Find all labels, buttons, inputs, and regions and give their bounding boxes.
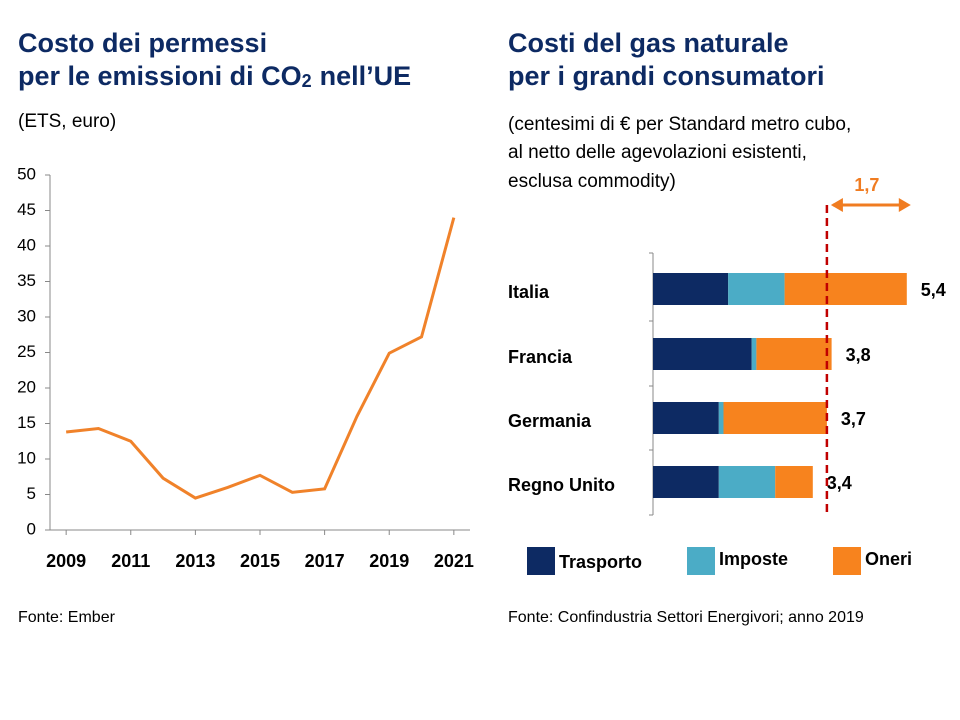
- bar-segment: [653, 273, 729, 305]
- y-tick-label: 20: [17, 377, 36, 396]
- y-tick-label: 50: [17, 164, 36, 183]
- bar-segment: [784, 273, 907, 305]
- y-tick-label: 35: [17, 271, 36, 290]
- x-tick-label: 2021: [434, 551, 474, 571]
- bar-segment: [751, 338, 757, 370]
- bar-segment: [723, 402, 827, 434]
- title-part: nell’UE: [320, 61, 412, 91]
- title-line: Costo dei permessi: [18, 28, 267, 58]
- y-tick-label: 5: [27, 484, 36, 503]
- x-tick-label: 2011: [111, 551, 150, 571]
- category-label: Regno Unito: [508, 475, 615, 495]
- x-tick-label: 2019: [369, 551, 409, 571]
- bar-segment: [653, 402, 719, 434]
- legend-label: Trasporto: [559, 552, 642, 572]
- legend-label: Oneri: [865, 549, 912, 569]
- line: [65, 217, 456, 500]
- y-tick-label: 25: [17, 342, 36, 361]
- legend-swatch: [687, 547, 715, 575]
- legend-label: Imposte: [719, 549, 788, 569]
- subtitle: esclusa commodity): [508, 171, 676, 192]
- category-label: Germania: [508, 411, 592, 431]
- y-tick-label: 10: [17, 448, 36, 467]
- arrow-head: [830, 198, 843, 212]
- bar-segment: [775, 466, 813, 498]
- total-label: 5,4: [921, 280, 946, 300]
- subtitle: (centesimi di € per Standard metro cubo,: [508, 114, 851, 135]
- source: Fonte: Confindustria Settori Energivori;…: [508, 609, 864, 626]
- y-tick-label: 30: [17, 306, 36, 325]
- title-line: Costi del gas naturale: [508, 28, 789, 58]
- x-tick-label: 2015: [240, 551, 280, 571]
- bar-segment: [718, 402, 724, 434]
- y-tick-label: 15: [17, 413, 36, 432]
- bar-segment: [718, 466, 776, 498]
- total-label: 3,8: [846, 345, 871, 365]
- bar-segment: [653, 338, 752, 370]
- subtitle: al netto delle agevolazioni esistenti,: [508, 142, 807, 163]
- x-tick-label: 2017: [305, 551, 345, 571]
- bar-segment: [653, 466, 719, 498]
- total-label: 3,7: [841, 409, 866, 429]
- annotation-label: 1,7: [854, 175, 879, 195]
- subtitle: (ETS, euro): [18, 111, 116, 132]
- source: Fonte: Ember: [18, 609, 116, 626]
- title-line: per i grandi consumatori: [508, 61, 825, 91]
- y-tick-label: 40: [17, 235, 36, 254]
- bar-segment: [756, 338, 832, 370]
- y-tick-label: 45: [17, 200, 36, 219]
- legend-swatch: [527, 547, 555, 575]
- bar-segment: [728, 273, 785, 305]
- category-label: Francia: [508, 347, 573, 367]
- title-subscript: 2: [302, 71, 312, 91]
- title-line: per le emissioni di CO2 nell’UE: [18, 61, 411, 91]
- arrow-head: [898, 198, 911, 212]
- title-part: per le emissioni di CO: [18, 61, 302, 91]
- legend-swatch: [833, 547, 861, 575]
- y-tick-label: 0: [27, 519, 36, 538]
- x-tick-label: 2009: [46, 551, 86, 571]
- category-label: Italia: [508, 282, 550, 302]
- total-label: 3,4: [827, 473, 852, 493]
- x-tick-label: 2013: [175, 551, 215, 571]
